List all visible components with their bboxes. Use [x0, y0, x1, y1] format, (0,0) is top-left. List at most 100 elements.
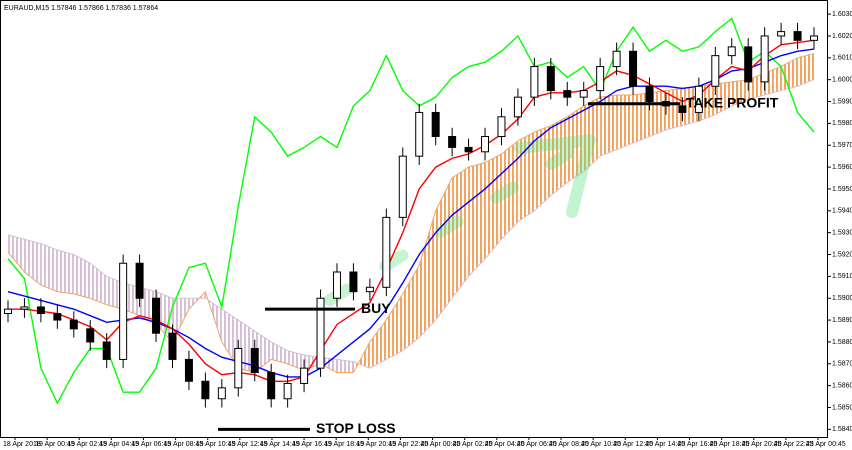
candle-body [464, 146, 473, 153]
candle-layer [4, 22, 818, 408]
y-tick-label: 1.59700 [832, 142, 852, 149]
cloud-segment [73, 254, 91, 299]
x-tick-label: 20 Apr 16:45 [678, 441, 718, 448]
cloud-segment [386, 293, 403, 360]
candle-body [530, 66, 539, 98]
cloud-segment [40, 243, 58, 292]
y-tick-label: 1.58600 [832, 382, 852, 389]
cloud-segment [781, 57, 798, 91]
y-tick-label: 1.59400 [832, 208, 852, 215]
cloud-segment [534, 125, 551, 211]
x-tick-label: 23 Apr 00:45 [806, 441, 846, 448]
candle-body [793, 31, 802, 41]
y-tick-label: 1.59200 [832, 251, 852, 258]
cloud-segment [238, 320, 255, 373]
candle-body [612, 50, 621, 68]
arrow-head [514, 134, 596, 218]
cloud-segment [698, 84, 716, 122]
candle-body [201, 380, 210, 400]
cloud-segment [419, 210, 436, 338]
level-label: TAKE PROFIT [686, 94, 779, 110]
level-label: BUY [361, 300, 391, 316]
x-tick-label: 19 Apr 18:45 [324, 441, 364, 448]
cloud-segment [271, 341, 288, 364]
x-tick-label: 19 Apr 02:45 [67, 441, 107, 448]
candle-body [596, 66, 605, 92]
cloud-segment [369, 320, 387, 369]
candle-body [135, 262, 144, 299]
plot-frame [0, 0, 828, 438]
x-tick-label: 20 Apr 18:45 [710, 441, 750, 448]
y-tick-label: 1.58800 [832, 339, 852, 346]
cloud-segment [123, 282, 140, 316]
candle-body [250, 347, 259, 374]
candle-body [4, 308, 12, 315]
x-tick-label: 20 Apr 04:45 [485, 441, 525, 448]
x-tick-label: 20 Apr 06:45 [517, 441, 557, 448]
candle-body [316, 297, 325, 369]
indicator-line [8, 39, 815, 382]
candle-body [119, 262, 128, 360]
y-tick-label: 1.60300 [832, 11, 852, 18]
candle-body [711, 55, 720, 87]
candle-body [36, 306, 45, 315]
candle-body [629, 50, 638, 87]
y-tick-label: 1.59600 [832, 164, 852, 171]
candle-body [332, 271, 341, 299]
candle-body [448, 135, 457, 148]
candle-body [184, 358, 193, 382]
candle-body [69, 319, 78, 330]
cloud-segment [764, 66, 782, 95]
x-tick-label: 19 Apr 16:45 [292, 441, 332, 448]
cloud-segment [106, 276, 124, 310]
cloud-segment [468, 162, 486, 277]
y-tick-label: 1.59800 [832, 120, 852, 127]
cloud-segment [715, 81, 732, 115]
x-tick-label: 19 Apr 12:45 [228, 441, 268, 448]
x-tick-label: 20 Apr 20:45 [742, 441, 782, 448]
y-tick-label: 1.60100 [832, 55, 852, 62]
candle-body [382, 216, 391, 288]
y-tick-label: 1.58900 [832, 317, 852, 324]
cloud-segment [550, 116, 568, 196]
line-layer [7, 17, 815, 405]
candle-body [168, 332, 177, 360]
level-label: STOP LOSS [316, 420, 396, 436]
x-tick-label: 19 Apr 04:45 [99, 441, 139, 448]
candle-body [579, 90, 588, 98]
candle-body [365, 286, 374, 293]
candle-body [102, 341, 111, 360]
cloud-segment [156, 291, 173, 342]
cloud-segment [57, 250, 74, 294]
candle-body [513, 96, 522, 118]
cloud-segment [501, 140, 518, 240]
x-tick-label: 19 Apr 22:45 [388, 441, 428, 448]
candle-body [20, 306, 29, 310]
y-tick-label: 1.59500 [832, 186, 852, 193]
cloud-segment [797, 53, 814, 87]
cloud-segment [616, 94, 634, 150]
candle-body [53, 313, 62, 321]
x-tick-label: 20 Apr 10:45 [581, 441, 621, 448]
candle-body [563, 90, 572, 98]
x-tick-label: 18 Apr 2018 [3, 441, 41, 448]
candle-body [349, 271, 358, 293]
cloud-segment [748, 73, 765, 100]
candle-body [727, 46, 736, 57]
cloud-segment [567, 105, 584, 183]
candle-body [678, 105, 687, 113]
y-tick-label: 1.59300 [832, 230, 852, 237]
cloud-segment [8, 234, 25, 272]
cloud-segment [485, 153, 502, 259]
y-tick-label: 1.59900 [832, 98, 852, 105]
x-tick-label: 20 Apr 22:45 [774, 441, 814, 448]
indicator-line [7, 17, 815, 405]
y-tick-label: 1.58500 [832, 404, 852, 411]
chart-title: EURAUD,M15 1.57846 1.57866 1.57836 1.578… [4, 5, 158, 12]
x-tick-label: 19 Apr 08:45 [164, 441, 204, 448]
cloud-segment [24, 239, 41, 286]
y-tick-label: 1.58700 [832, 361, 852, 368]
cloud-segment [139, 287, 157, 325]
